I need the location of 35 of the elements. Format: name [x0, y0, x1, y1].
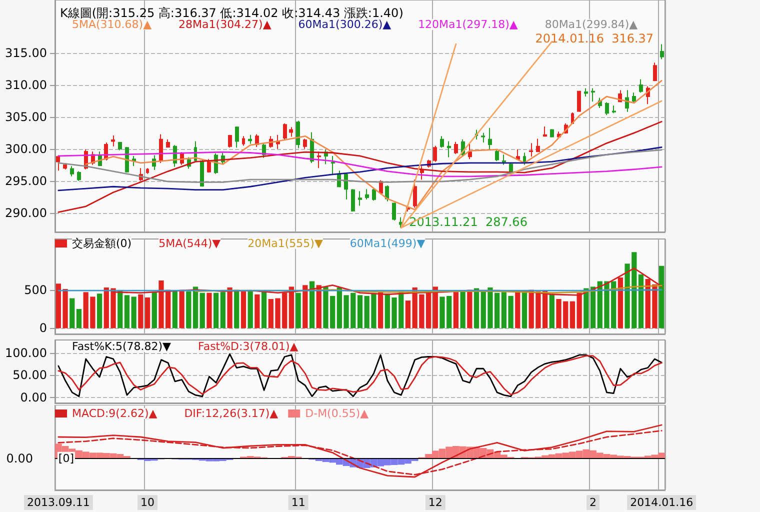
annotation: 2014.01.16 316.37 — [535, 31, 654, 46]
x-tick-label: 2 — [590, 496, 597, 509]
text: 60Ma1(499)▼ — [350, 237, 426, 250]
y-tick-label: 100.00 — [5, 346, 47, 360]
text: K線圖(開:315.25 高:316.37 低:314.02 收:314.43 漲跌:1.40) — [60, 6, 404, 20]
y-tick-label: 300.00 — [5, 142, 47, 156]
series-label: Fast%D:3(78.01)▲ — [198, 340, 299, 353]
y-tick-label: 315.00 — [5, 46, 47, 60]
text: 5MA(544)▼ — [158, 237, 222, 250]
x-tick-label: 10 — [140, 496, 155, 509]
legend-label: D-M(0.55)▲ — [305, 407, 370, 420]
series-label: Fast%K:5(78.82)▼ — [72, 340, 172, 353]
x-tick-label: 2014.01.16 — [630, 496, 694, 509]
y-tick-label: 0 — [39, 321, 47, 336]
legend-label: 交易金額(0) — [72, 237, 132, 250]
x-tick-label: 11 — [291, 496, 306, 509]
y-tick-label: 310.00 — [5, 78, 47, 92]
y-tick-label: 305.00 — [5, 110, 47, 124]
y-tick-label: 295.00 — [5, 174, 47, 188]
x-tick-label: 2013.09.11 — [26, 496, 90, 509]
x-tick-label: 12 — [428, 496, 442, 509]
y-tick-label: 50.00 — [12, 368, 47, 382]
y-tick-label: 290.00 — [5, 206, 47, 220]
text: 28Ma1(304.27)▲ — [178, 18, 272, 31]
text: 60Ma1(300.26)▲ — [298, 18, 392, 31]
y-tick-label: 0.00 — [20, 390, 47, 404]
ref-line-label: [0] — [58, 452, 74, 465]
legend-label: MACD:9(2.62)▲ — [72, 407, 158, 420]
y-tick-label: 500 — [24, 282, 47, 297]
series-label: DIF:12,26(3.17)▲ — [184, 407, 279, 420]
text: 5MA(310.68)▲ — [72, 18, 152, 31]
text: 20Ma1(555)▼ — [248, 237, 324, 250]
text: 80Ma1(299.84)▲ — [544, 18, 638, 31]
text: 120Ma1(297.18)▲ — [418, 18, 518, 31]
annotation: 2013.11.21 287.66 — [409, 214, 528, 229]
